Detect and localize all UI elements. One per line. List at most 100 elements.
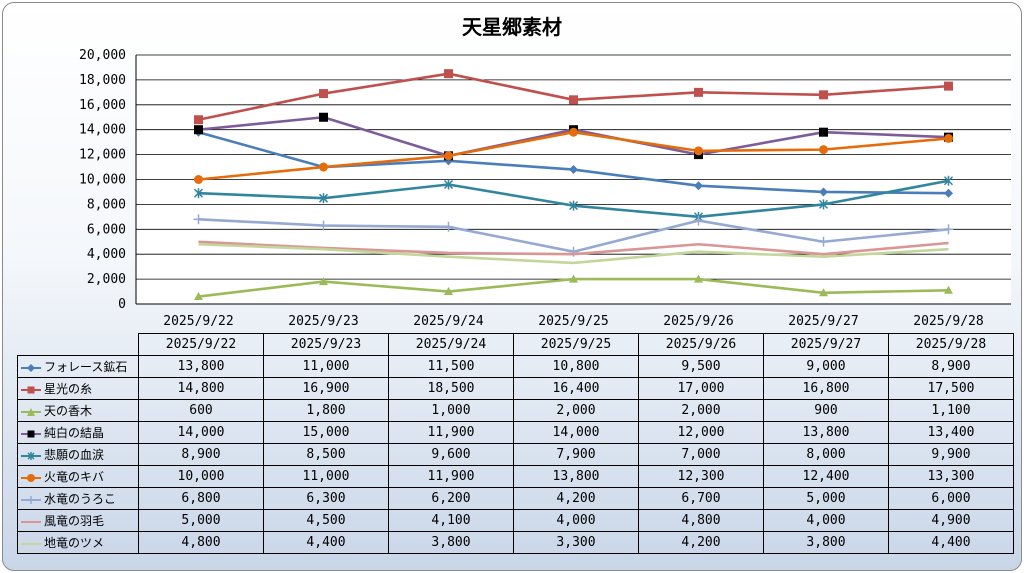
data-value-cell: 11,000 (263, 355, 389, 378)
data-value-cell: 5,000 (138, 509, 264, 532)
x-tick-label: 2025/9/25 (538, 314, 608, 329)
table-header-row: 2025/9/22 2025/9/23 2025/9/24 2025/9/25 2025… (17, 333, 1014, 356)
y-tick-label: 12,000 (79, 148, 126, 163)
legend-key-icon (21, 473, 41, 482)
data-value-cell: 12,000 (638, 421, 764, 444)
square-marker (819, 127, 828, 137)
y-tick-label: 6,000 (87, 222, 126, 237)
y-tick-label: 2,000 (87, 272, 126, 287)
square-marker (319, 89, 328, 99)
data-value-cell: 7,900 (513, 443, 639, 466)
data-value-cell: 4,000 (763, 509, 889, 532)
data-value-cell: 4,900 (888, 509, 1014, 532)
data-value-cell: 4,200 (513, 487, 639, 510)
triangle-marker (694, 274, 703, 283)
data-value-cell: 11,900 (388, 421, 514, 444)
data-value-cell: 4,800 (638, 509, 764, 532)
data-value-cell: 11,000 (263, 465, 389, 488)
y-tick-label: 16,000 (79, 98, 126, 113)
chart-title: 天星郷素材 (462, 15, 562, 39)
data-value-cell: 3,800 (388, 531, 514, 554)
series-legend-cell: 地竜のツメ (17, 531, 139, 554)
data-value-cell: 10,800 (513, 355, 639, 378)
square-marker (694, 87, 703, 97)
data-value-cell: 13,800 (138, 355, 264, 378)
data-value-cell: 14,000 (513, 421, 639, 444)
table-date-header: 2025/9/23 (263, 333, 389, 356)
circle-marker (569, 127, 578, 137)
data-value-cell: 9,900 (888, 443, 1014, 466)
legend-key-icon (21, 407, 41, 416)
legend-key-icon (21, 363, 41, 372)
table-date-header: 2025/9/22 (138, 333, 264, 356)
table-row: フォレース鉱石 13,800 11,000 11,500 10,800 9,500 9,00… (17, 355, 1014, 378)
legend-key-icon (21, 542, 41, 545)
y-tick-label: 0 (118, 297, 126, 312)
data-value-cell: 1,000 (388, 399, 514, 422)
circle-marker (944, 133, 953, 143)
data-value-cell: 13,800 (763, 421, 889, 444)
data-value-cell: 8,500 (263, 443, 389, 466)
data-value-cell: 4,400 (888, 531, 1014, 554)
x-tick-label: 2025/9/24 (413, 314, 484, 329)
data-value-cell: 3,300 (513, 531, 639, 554)
data-value-cell: 13,400 (888, 421, 1014, 444)
data-value-cell: 600 (138, 399, 264, 422)
series-legend-cell: 風竜の羽毛 (17, 509, 139, 532)
data-value-cell: 5,000 (763, 487, 889, 510)
y-tick-label: 14,000 (79, 123, 126, 138)
series-name: 天の香木 (44, 404, 93, 418)
series-name: 悲願の血涙 (44, 448, 105, 462)
legend-key-icon (21, 520, 41, 523)
x-tick-label: 2025/9/23 (288, 314, 358, 329)
square-marker (194, 125, 203, 135)
table-date-header: 2025/9/26 (638, 333, 764, 356)
series-legend-cell: 火竜のキバ (17, 465, 139, 488)
table-row: 風竜の羽毛 5,000 4,500 4,100 4,000 4,800 4,000 4,900 (17, 509, 1014, 532)
data-value-cell: 9,600 (388, 443, 514, 466)
data-value-cell: 4,100 (388, 509, 514, 532)
data-value-cell: 4,400 (263, 531, 389, 554)
circle-marker (319, 162, 328, 172)
y-tick-label: 4,000 (87, 247, 126, 262)
data-value-cell: 4,500 (263, 509, 389, 532)
data-table: 2025/9/22 2025/9/23 2025/9/24 2025/9/25 2025… (17, 333, 1014, 554)
data-value-cell: 1,800 (263, 399, 389, 422)
series-name: 純白の結晶 (44, 426, 105, 440)
series-line (198, 242, 949, 265)
data-value-cell: 13,300 (888, 465, 1014, 488)
square-marker (444, 69, 453, 79)
triangle-marker (444, 287, 453, 296)
data-value-cell: 18,500 (388, 377, 514, 400)
y-tick-label: 20,000 (79, 48, 126, 63)
data-value-cell: 16,800 (763, 377, 889, 400)
data-value-cell: 6,300 (263, 487, 389, 510)
y-tick-label: 8,000 (87, 197, 126, 212)
data-value-cell: 8,900 (138, 443, 264, 466)
series-name: フォレース鉱石 (44, 360, 128, 374)
table-date-header: 2025/9/28 (888, 333, 1014, 356)
square-marker (944, 81, 953, 91)
table-row: 水竜のうろこ 6,800 6,300 6,200 4,200 6,700 5,000 6,00… (17, 487, 1014, 510)
series-name: 地竜のツメ (44, 536, 105, 550)
triangle-marker (319, 277, 328, 286)
data-value-cell: 17,500 (888, 377, 1014, 400)
table-date-header: 2025/9/27 (763, 333, 889, 356)
data-value-cell: 6,000 (888, 487, 1014, 510)
data-value-cell: 4,000 (513, 509, 639, 532)
series-legend-cell: 水竜のうろこ (17, 487, 139, 510)
data-value-cell: 14,000 (138, 421, 264, 444)
legend-key-icon (21, 495, 41, 504)
data-value-cell: 6,200 (388, 487, 514, 510)
circle-marker (444, 151, 453, 161)
data-value-cell: 4,200 (638, 531, 764, 554)
circle-marker (819, 145, 828, 155)
data-value-cell: 15,000 (263, 421, 389, 444)
data-value-cell: 10,000 (138, 465, 264, 488)
series-legend-cell: 純白の結晶 (17, 421, 139, 444)
table-row: 火竜のキバ 10,000 11,000 11,900 13,800 12,300 12,40… (17, 465, 1014, 488)
data-value-cell: 6,700 (638, 487, 764, 510)
diamond-marker (694, 181, 703, 191)
diamond-marker (569, 165, 578, 175)
